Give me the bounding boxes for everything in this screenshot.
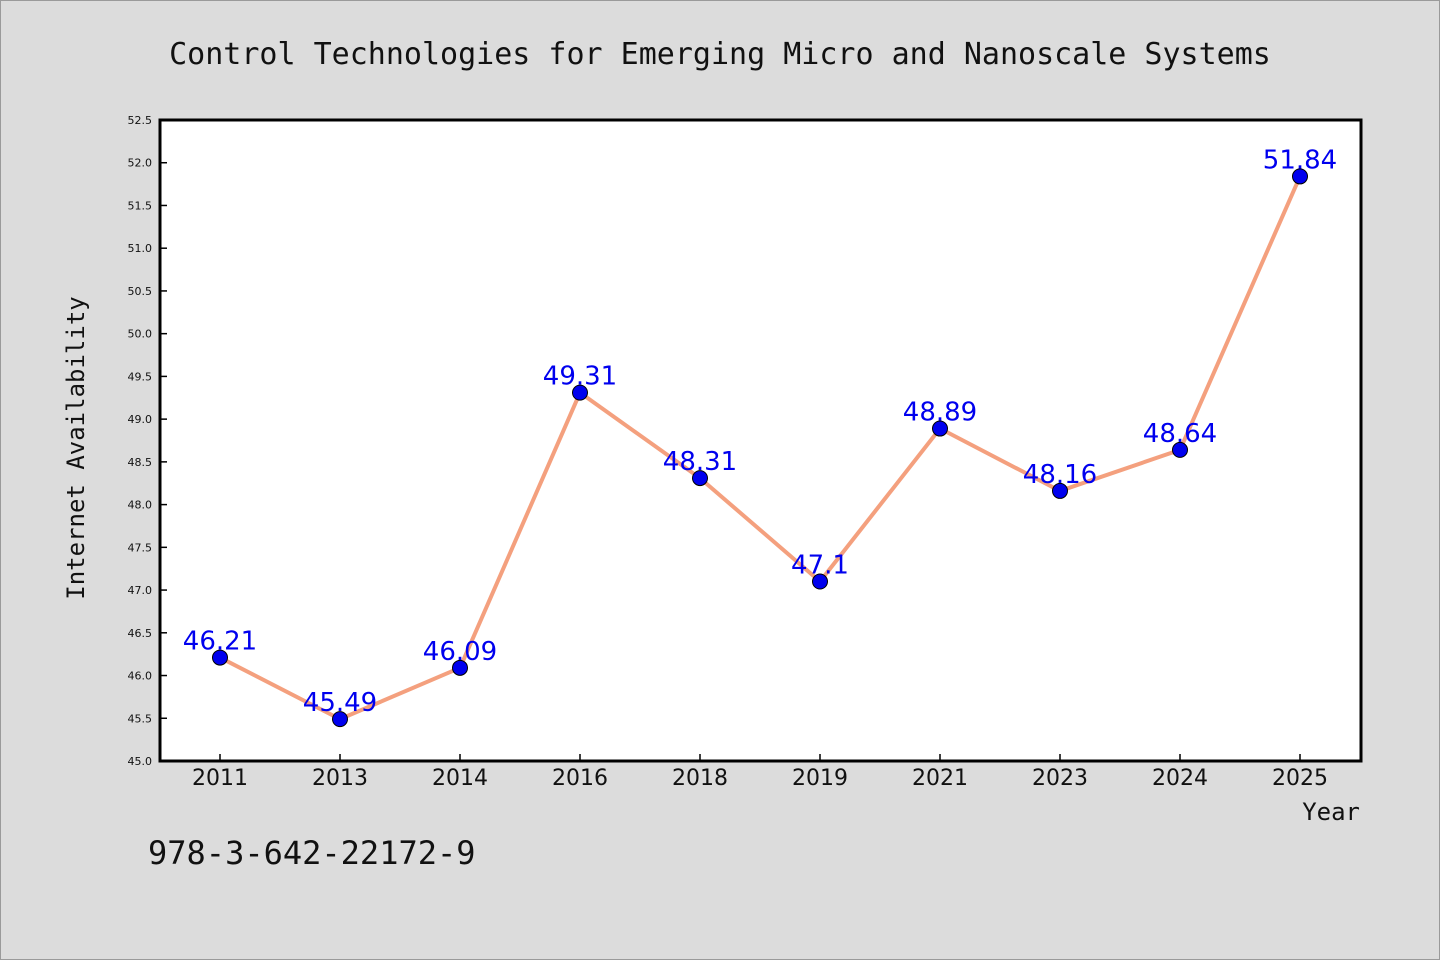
plot-border <box>158 118 1363 763</box>
data-point <box>1172 441 1188 458</box>
data-point <box>812 573 828 590</box>
data-label: 47.1 <box>791 551 849 581</box>
x-tick-label: 2025 <box>1272 766 1328 791</box>
y-axis-label: Internet Availability <box>62 296 90 599</box>
data-point <box>212 649 228 666</box>
y-tick-label: 46.5 <box>128 627 153 640</box>
y-tick-label: 49.5 <box>128 370 153 383</box>
isbn-text: 978-3-642-22172-9 <box>148 834 476 872</box>
data-point <box>452 659 468 676</box>
x-tick-label: 2019 <box>792 766 848 791</box>
x-tick-label: 2021 <box>912 766 968 791</box>
chart-title: Control Technologies for Emerging Micro … <box>169 37 1271 72</box>
y-tick-label: 52.5 <box>128 114 153 127</box>
x-tick-label: 2011 <box>192 766 248 791</box>
y-tick-label: 49.0 <box>128 413 153 426</box>
data-label: 48.89 <box>903 398 977 428</box>
data-point <box>932 420 948 437</box>
data-point <box>692 470 708 487</box>
x-tick-label: 2016 <box>552 766 608 791</box>
y-tick-label: 50.5 <box>128 285 153 298</box>
data-label: 46.09 <box>423 637 497 667</box>
data-label: 51.84 <box>1263 145 1337 175</box>
y-tick-label: 47.5 <box>128 541 153 554</box>
data-label: 48.16 <box>1023 460 1097 490</box>
y-tick-label: 51.5 <box>128 199 153 212</box>
x-tick-label: 2013 <box>312 766 368 791</box>
y-tick-label: 45.0 <box>128 755 153 768</box>
x-tick-label: 2024 <box>1152 766 1208 791</box>
y-tick-label: 46.0 <box>128 670 153 683</box>
y-tick-label: 45.5 <box>128 712 153 725</box>
y-tick-label: 50.0 <box>128 328 153 341</box>
x-axis-ticks: 2011 2013 2014 2016 2018 2019 2021 2023 2024 2025 <box>192 754 1328 791</box>
data-label-group: 46.21 45.49 46.09 49.31 48.31 47.1 48.89 48.16 4… <box>183 145 1337 718</box>
y-tick-label: 51.0 <box>128 242 153 255</box>
y-tick-label: 52.0 <box>128 157 153 170</box>
data-point <box>1052 482 1068 499</box>
x-axis-label: Year <box>1302 798 1360 826</box>
series-line <box>218 174 1302 722</box>
x-tick-label: 2018 <box>672 766 728 791</box>
x-tick-label: 2014 <box>432 766 488 791</box>
x-tick-label: 2023 <box>1032 766 1088 791</box>
marker-group <box>212 168 1308 728</box>
plot-area <box>160 120 1361 761</box>
y-axis-ticks: 45.0 45.5 46.0 46.5 47.0 47.5 48.0 48.5 49.0 49.5… <box>128 114 167 768</box>
data-point <box>332 711 348 728</box>
data-point <box>1292 168 1308 185</box>
data-label: 45.49 <box>303 688 377 718</box>
data-label: 49.31 <box>543 362 617 392</box>
series-line-group <box>218 174 1302 722</box>
data-label: 48.64 <box>1143 419 1217 449</box>
y-tick-label: 48.5 <box>128 456 153 469</box>
y-tick-label: 47.0 <box>128 584 153 597</box>
data-label: 48.31 <box>663 447 737 477</box>
y-tick-label: 48.0 <box>128 499 153 512</box>
data-label: 46.21 <box>183 627 257 657</box>
data-point <box>572 384 588 401</box>
